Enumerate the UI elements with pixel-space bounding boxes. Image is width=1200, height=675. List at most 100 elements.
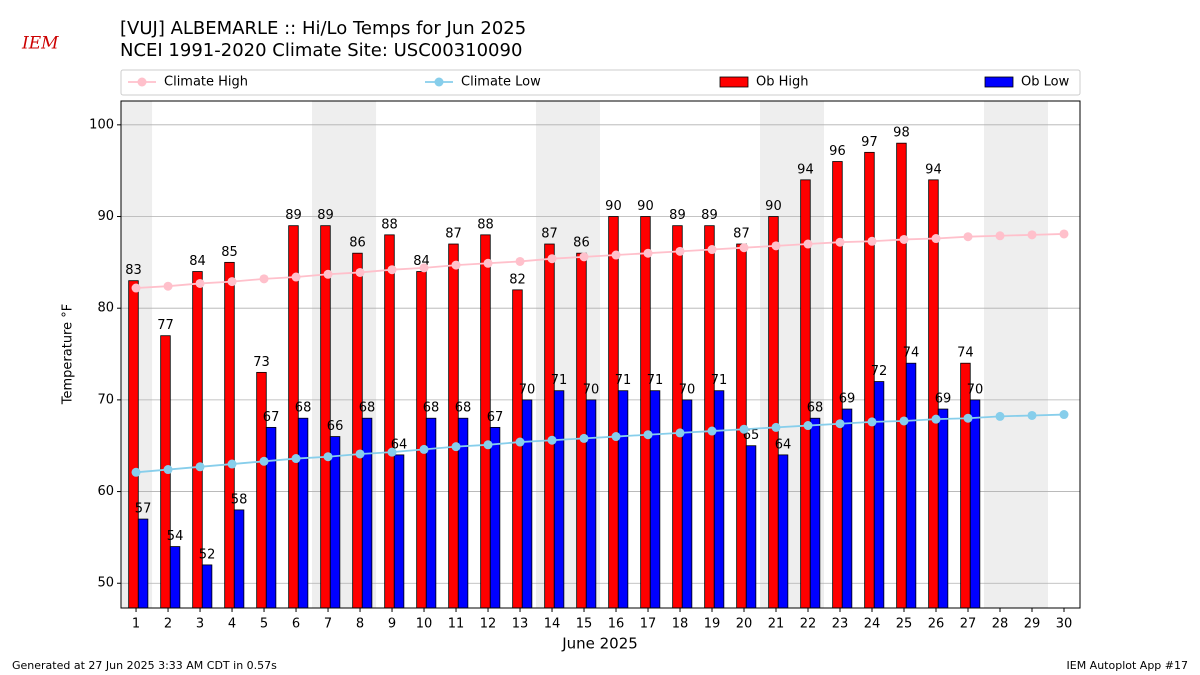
line xyxy=(135,233,1065,289)
marker xyxy=(227,459,237,469)
x-tick-label: 15 xyxy=(576,617,593,632)
x-tick-label: 21 xyxy=(768,617,785,632)
marker xyxy=(707,426,717,436)
marker xyxy=(643,248,653,258)
marker xyxy=(739,243,749,253)
marker xyxy=(835,237,845,247)
value-label: 64 xyxy=(775,437,792,452)
bar xyxy=(544,243,555,609)
marker xyxy=(771,422,781,432)
y-tick-label: 80 xyxy=(97,301,114,316)
marker xyxy=(355,267,365,277)
bar xyxy=(937,408,949,609)
marker xyxy=(739,424,749,434)
marker xyxy=(387,447,397,457)
marker xyxy=(227,277,237,287)
value-label: 70 xyxy=(679,382,696,397)
x-tick-label: 6 xyxy=(292,617,300,632)
value-label: 72 xyxy=(871,364,888,379)
bar xyxy=(576,252,587,609)
marker xyxy=(1059,229,1069,239)
bar xyxy=(512,289,523,609)
value-label: 67 xyxy=(487,410,504,425)
logo: IEM xyxy=(21,34,59,54)
weekend-shade xyxy=(984,101,1017,608)
x-tick-label: 3 xyxy=(196,617,204,632)
value-label: 89 xyxy=(285,208,302,223)
marker xyxy=(675,246,685,256)
x-tick-label: 20 xyxy=(736,617,753,632)
marker xyxy=(515,437,525,447)
value-label: 71 xyxy=(551,373,568,388)
x-tick-label: 28 xyxy=(992,617,1009,632)
value-label: 97 xyxy=(861,135,878,150)
bar xyxy=(521,399,533,609)
marker xyxy=(163,465,173,475)
value-label: 86 xyxy=(573,236,590,251)
x-tick-label: 29 xyxy=(1024,617,1041,632)
marker xyxy=(867,417,877,427)
value-label: 68 xyxy=(807,401,824,416)
value-label: 88 xyxy=(381,217,398,232)
marker xyxy=(995,231,1005,241)
legend-swatch xyxy=(984,76,1014,88)
value-label: 68 xyxy=(423,401,440,416)
value-label: 73 xyxy=(253,355,270,370)
x-tick-label: 11 xyxy=(448,617,465,632)
value-label: 71 xyxy=(711,373,728,388)
value-label: 88 xyxy=(477,217,494,232)
marker xyxy=(867,236,877,246)
marker xyxy=(451,260,461,270)
bar xyxy=(960,362,971,609)
value-label: 54 xyxy=(167,529,184,544)
legend-label: Ob Low xyxy=(1021,75,1070,90)
bar xyxy=(969,399,981,609)
value-label: 68 xyxy=(295,401,312,416)
value-label: 67 xyxy=(263,410,280,425)
value-label: 86 xyxy=(349,236,366,251)
x-tick-label: 24 xyxy=(864,617,881,632)
legend-swatch xyxy=(434,77,444,87)
x-tick-label: 18 xyxy=(672,617,689,632)
y-tick-label: 60 xyxy=(97,484,114,499)
x-tick-label: 13 xyxy=(512,617,529,632)
x-tick-label: 30 xyxy=(1056,617,1073,632)
marker xyxy=(995,411,1005,421)
x-tick-label: 2 xyxy=(164,617,172,632)
legend-label: Climate Low xyxy=(461,75,541,90)
value-label: 87 xyxy=(541,227,558,242)
bar xyxy=(617,390,629,609)
bar xyxy=(864,151,875,609)
marker xyxy=(291,454,301,464)
y-tick-label: 100 xyxy=(89,117,114,132)
bar xyxy=(352,252,363,609)
value-label: 77 xyxy=(157,318,174,333)
chart-subtitle: NCEI 1991-2020 Climate Site: USC00310090 xyxy=(120,40,522,61)
marker xyxy=(963,413,973,423)
x-tick-label: 8 xyxy=(356,617,364,632)
value-label: 68 xyxy=(455,401,472,416)
value-label: 94 xyxy=(797,162,814,177)
marker xyxy=(451,442,461,452)
value-label: 74 xyxy=(957,346,974,361)
marker xyxy=(163,281,173,291)
value-label: 58 xyxy=(231,492,248,507)
marker xyxy=(707,245,717,255)
bar xyxy=(329,436,341,609)
value-label: 68 xyxy=(359,401,376,416)
marker xyxy=(611,432,621,442)
marker xyxy=(771,241,781,251)
marker xyxy=(515,256,525,266)
value-label: 98 xyxy=(893,126,910,141)
value-label: 71 xyxy=(615,373,632,388)
legend-label: Ob High xyxy=(756,75,809,90)
bar xyxy=(832,161,843,609)
marker xyxy=(259,274,269,284)
bar xyxy=(233,509,245,609)
y-tick-label: 50 xyxy=(97,576,114,591)
marker xyxy=(387,265,397,275)
x-tick-label: 27 xyxy=(960,617,977,632)
y-tick-label: 70 xyxy=(97,392,114,407)
x-tick-label: 16 xyxy=(608,617,625,632)
y-axis-label: Temperature °F xyxy=(61,304,76,405)
